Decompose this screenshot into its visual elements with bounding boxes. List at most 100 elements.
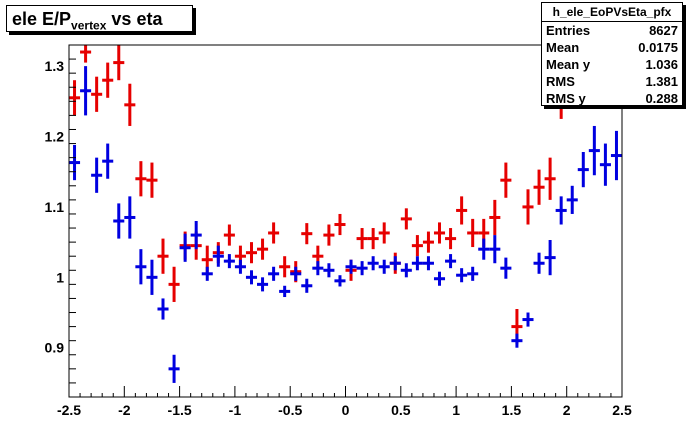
y-tick-label: 1.2 (45, 129, 65, 145)
plot-title: ele E/Pvertex vs eta (6, 5, 193, 33)
stats-row: RMS 1.381 (542, 73, 682, 90)
plot-frame (68, 44, 623, 398)
stats-value: 0.0175 (638, 40, 678, 55)
data-point (102, 62, 114, 98)
y-tick-label: 1 (56, 269, 64, 285)
data-point (157, 298, 169, 320)
title-subscript: vertex (71, 18, 107, 33)
stats-label: Entries (546, 23, 591, 38)
title-suffix: vs eta (106, 9, 163, 29)
data-point (146, 259, 158, 295)
x-tick-label: -2 (118, 402, 131, 418)
stats-value: 8627 (649, 23, 678, 38)
data-point (345, 259, 357, 274)
stats-row: RMS y 0.288 (542, 90, 682, 107)
data-point (389, 256, 401, 271)
data-point (456, 196, 468, 225)
data-point (223, 254, 235, 269)
data-point (533, 169, 545, 205)
data-point (91, 157, 103, 193)
data-point (146, 162, 158, 198)
x-tick-label: -0.5 (278, 402, 302, 418)
data-point (102, 143, 114, 179)
data-point (113, 45, 125, 81)
data-point (268, 266, 280, 281)
data-point (566, 185, 578, 214)
y-tick-label: 1.1 (45, 199, 65, 215)
y-tick-label: 0.9 (45, 340, 65, 356)
data-point (555, 196, 567, 225)
data-point (577, 152, 589, 188)
data-point (69, 144, 81, 181)
data-point (500, 162, 512, 198)
data-point (257, 277, 269, 292)
data-point (422, 231, 434, 253)
x-tick-label: 0 (342, 402, 350, 418)
data-point (445, 254, 457, 269)
data-point (113, 203, 125, 239)
data-point (445, 228, 457, 250)
data-point (223, 224, 235, 246)
data-point (179, 233, 191, 262)
x-tick-label: -1.5 (168, 402, 192, 418)
data-point (599, 143, 611, 186)
data-point (257, 238, 269, 260)
data-point (245, 270, 258, 285)
x-tick-label: 1 (452, 402, 460, 418)
data-points (69, 45, 622, 383)
stats-label: Mean (546, 40, 580, 55)
data-point (467, 218, 479, 248)
stats-label: Mean y (546, 57, 591, 72)
data-point (356, 261, 368, 276)
data-point (301, 223, 313, 245)
stats-value: 0.288 (645, 91, 678, 106)
data-point (135, 161, 147, 197)
stats-label: RMS (546, 74, 575, 89)
data-point (69, 80, 81, 116)
x-tick-label: -1 (229, 402, 242, 418)
data-point (522, 189, 534, 225)
data-point (610, 130, 622, 181)
data-point (378, 222, 390, 244)
data-point (367, 256, 379, 271)
data-point (212, 245, 224, 267)
data-point (433, 271, 446, 286)
data-point (234, 259, 246, 274)
data-point (522, 312, 534, 327)
data-point (323, 263, 335, 278)
data-point (367, 228, 379, 250)
stats-value: 1.036 (645, 57, 678, 72)
stats-row: Mean 0.0175 (542, 39, 682, 56)
data-point (190, 221, 202, 250)
data-point (312, 261, 324, 276)
data-point (157, 238, 169, 274)
data-point (168, 354, 180, 383)
data-point (201, 266, 213, 281)
data-point (433, 222, 446, 244)
data-point (356, 228, 368, 250)
title-main: ele E/P (12, 9, 72, 29)
stats-box: h_ele_EoPVsEta_pfx Entries 8627 Mean 0.017… (541, 2, 683, 106)
data-point (422, 256, 434, 271)
data-point (588, 125, 600, 176)
data-point (456, 268, 468, 283)
data-point (80, 45, 92, 63)
stats-row: Entries 8627 (542, 22, 682, 39)
data-point (290, 266, 302, 281)
data-point (268, 222, 280, 244)
stats-row: Mean y 1.036 (542, 56, 682, 73)
data-point (245, 242, 258, 264)
data-point (378, 259, 390, 274)
x-tick-label: 1.5 (502, 402, 522, 418)
data-point (544, 240, 556, 276)
data-point (334, 213, 346, 236)
y-tick-label: 1.3 (45, 58, 65, 74)
data-point (124, 196, 136, 239)
data-point (301, 278, 313, 293)
x-tick-label: 2 (563, 402, 571, 418)
data-point (168, 266, 180, 302)
data-point (400, 208, 412, 230)
x-tick-label: -2.5 (57, 402, 81, 418)
data-point (334, 275, 346, 287)
